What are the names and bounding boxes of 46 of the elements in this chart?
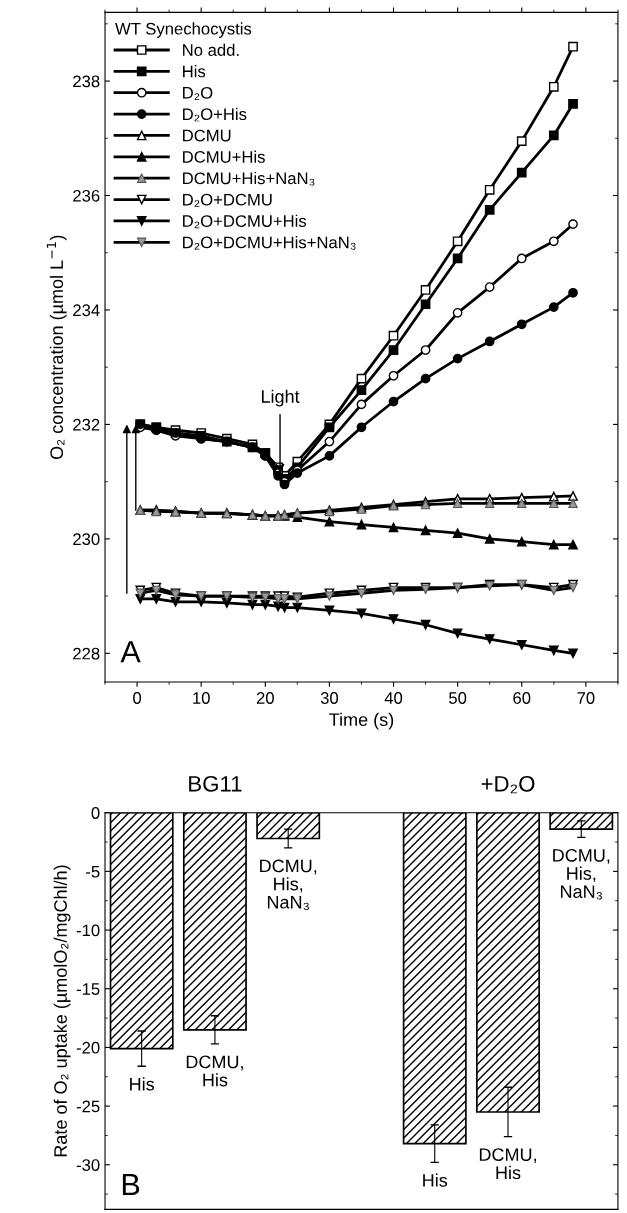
legend-label: D₂O [183, 86, 213, 100]
x-tick-label: 70 [577, 692, 595, 704]
y-tick-label: 230 [73, 533, 100, 546]
legend-label: D₂O+His [183, 107, 247, 122]
annotation: DCMU, His [186, 1055, 243, 1087]
legend-label: D₂O+DCMU+His+NaN₃ [183, 236, 356, 250]
y-tick-label: -30 [76, 1159, 100, 1171]
x-tick-label: 0 [133, 692, 142, 704]
x-tick-label: 30 [320, 692, 339, 704]
x-tick-label: 40 [384, 692, 403, 704]
legend-label: His [183, 65, 206, 78]
y-tick-label: 228 [73, 647, 100, 660]
y-axis-title: O₂ concentration (µmol L$^{−1}$) [46, 235, 67, 460]
text: +D₂O [481, 775, 535, 794]
annotation: B [122, 1174, 140, 1196]
annotation: DCMU, His [479, 1148, 536, 1180]
y-tick-label: 232 [73, 418, 100, 431]
x-tick-label: 60 [513, 692, 531, 704]
annotation: His [423, 1173, 448, 1187]
y-axis-title: Rate of O₂ uptake (µmolO₂/mgChl/h) [53, 865, 71, 1157]
y-tick-label: -20 [76, 1041, 100, 1054]
legend-label: DCMU+His+NaN₃ [183, 171, 315, 186]
annotation: Light [261, 389, 300, 407]
y-tick-label: -5 [86, 865, 100, 878]
legend-label: D₂O+DCMU [183, 193, 272, 207]
legend-label: DCMU [183, 129, 231, 142]
y-tick-label: 0 [91, 807, 100, 819]
x-tick-label: 20 [256, 692, 274, 704]
x-axis-title: Time (s) [329, 712, 394, 730]
legend-label: DCMU+His [183, 150, 265, 163]
text: BG11 [189, 775, 242, 792]
y-tick-label: 236 [73, 189, 100, 202]
y-tick-label: -15 [76, 983, 100, 995]
annotation: His [130, 1077, 155, 1091]
legend-label: D₂O+DCMU+His [183, 214, 307, 229]
y-tick-label: 238 [73, 75, 100, 88]
annotation: A [120, 641, 141, 663]
annotation: DCMU, His, NaN₃ [553, 848, 610, 900]
legend-title: WT Synechocystis [115, 22, 252, 38]
y-tick-label: 234 [73, 304, 100, 317]
y-tick-label: -25 [76, 1100, 100, 1113]
x-tick-label: 10 [193, 692, 210, 704]
x-tick-label: 50 [449, 692, 467, 704]
legend-label: No add. [183, 43, 239, 56]
annotation: DCMU, His, NaN₃ [260, 859, 317, 911]
y-tick-label: -10 [76, 924, 100, 937]
